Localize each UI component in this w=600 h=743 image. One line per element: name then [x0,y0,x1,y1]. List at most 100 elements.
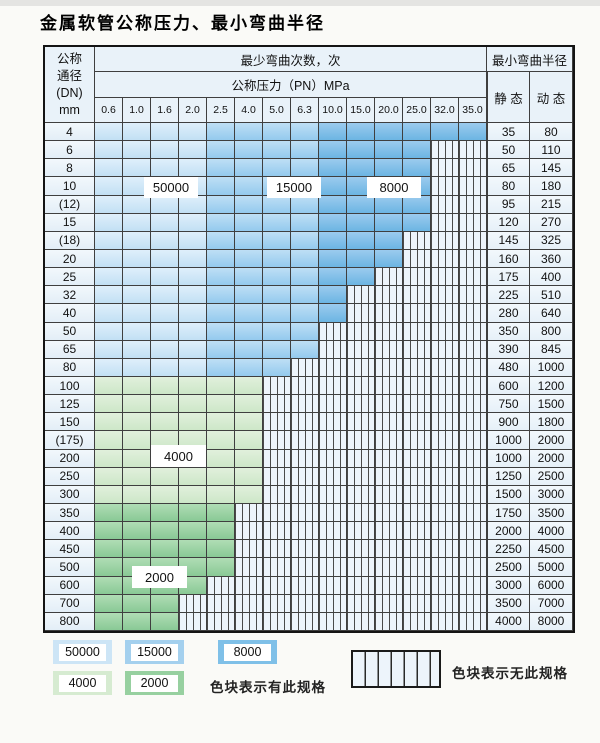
no-spec-cell [403,558,431,577]
spec-cell [151,594,179,613]
no-spec-cell [431,540,459,559]
no-spec-cell [375,449,403,468]
no-spec-cell [431,558,459,577]
dynamic-radius-cell: 7000 [530,594,573,613]
pressure-tick: 32.0 [431,98,459,123]
no-spec-cell [319,376,347,396]
spec-cell [123,503,151,523]
no-spec-cell [347,449,375,468]
dynamic-radius-cell: 845 [530,340,573,359]
no-spec-cell [263,503,291,523]
no-spec-cell [431,249,459,269]
dynamic-radius-cell: 6000 [530,576,573,595]
spec-cell [95,123,123,142]
dynamic-radius-cell: 360 [530,249,573,269]
spec-cell [123,231,151,250]
dn-cell: 400 [45,522,95,541]
dn-cell: 15 [45,213,95,232]
no-spec-cell [431,286,459,305]
spec-cell [207,467,235,486]
no-spec-cell [403,503,431,523]
spec-cell [347,195,375,214]
spec-cell [319,268,347,287]
spec-cell [179,503,207,523]
no-spec-cell [347,431,375,450]
spec-cell [95,594,123,613]
no-spec-cell [347,286,375,305]
spec-cell [375,249,403,269]
no-spec-cell [459,177,487,196]
spec-cell [123,304,151,323]
no-spec-cell [235,558,263,577]
legend-has-spec-text: 色块表示有此规格 [210,680,326,695]
spec-cell [123,522,151,541]
no-spec-cell [403,395,431,414]
spec-cell [263,358,291,377]
spec-cell [179,395,207,414]
no-spec-cell [459,485,487,504]
no-spec-cell [459,449,487,468]
pressure-tick: 2.5 [207,98,235,123]
no-spec-cell [431,141,459,160]
spec-cell [95,141,123,160]
dynamic-radius-cell: 1200 [530,376,573,396]
spec-cell [263,123,291,142]
no-spec-cell [431,503,459,523]
spec-cell [151,376,179,396]
no-spec-cell [319,522,347,541]
no-spec-cell [235,503,263,523]
spec-cell [235,286,263,305]
no-spec-cell [431,612,459,631]
spec-cell [95,286,123,305]
spec-cell [123,449,151,468]
no-spec-cell [459,231,487,250]
no-spec-cell [431,322,459,341]
spec-cell [123,249,151,269]
no-spec-cell [375,612,403,631]
spec-cell [319,231,347,250]
spec-cell [319,213,347,232]
spec-cell [151,467,179,486]
dn-cell: 125 [45,395,95,414]
dynamic-radius-cell: 2500 [530,467,573,486]
no-spec-cell [263,540,291,559]
no-spec-cell [403,286,431,305]
spec-cell [235,358,263,377]
no-spec-cell [431,395,459,414]
bend-radius-header: 最小弯曲半径 [487,47,573,72]
dn-cell: 40 [45,304,95,323]
legend-swatch-8000: 8000 [218,640,277,664]
no-spec-cell [291,376,319,396]
no-spec-cell [235,612,263,631]
no-spec-cell [375,358,403,377]
spec-cell [207,322,235,341]
pressure-tick: 5.0 [263,98,291,123]
spec-cell [235,268,263,287]
no-spec-cell [375,522,403,541]
spec-cell [123,376,151,396]
no-spec-cell [347,576,375,595]
pressure-tick: 2.0 [179,98,207,123]
spec-cell [151,268,179,287]
static-radius-cell: 900 [487,413,530,432]
spec-cell [375,141,403,160]
dynamic-radius-cell: 80 [530,123,573,142]
no-spec-cell [403,576,431,595]
no-spec-cell [347,594,375,613]
static-radius-cell: 350 [487,322,530,341]
no-spec-cell [291,395,319,414]
spec-cell [403,141,431,160]
no-spec-cell [347,413,375,432]
spec-cell [235,213,263,232]
spec-cell [95,558,123,577]
no-spec-cell [459,612,487,631]
spec-cell [319,159,347,178]
dynamic-radius-cell: 510 [530,286,573,305]
dn-cell: 4 [45,123,95,142]
dn-cell: 300 [45,485,95,504]
static-radius-cell: 750 [487,395,530,414]
spec-cell [263,249,291,269]
static-radius-cell: 50 [487,141,530,160]
no-spec-cell [263,576,291,595]
spec-cell [95,485,123,504]
